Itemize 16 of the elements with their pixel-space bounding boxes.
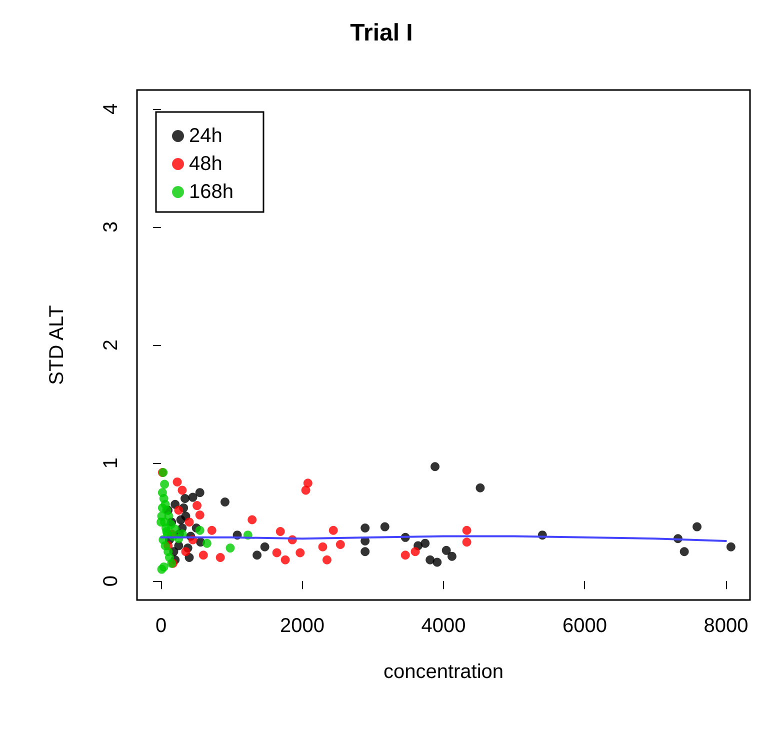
y-tick-label: 2 [100, 339, 122, 351]
y-tick-label: 3 [100, 221, 122, 233]
legend-label: 48h [189, 153, 222, 175]
legend-label: 168h [189, 181, 234, 203]
legend-label: 24h [189, 125, 222, 147]
chart-title: Trial I [350, 20, 413, 46]
x-tick-label: 2000 [280, 615, 325, 637]
y-axis-title: STD ALT [46, 305, 68, 385]
x-axis-title: concentration [383, 661, 504, 683]
x-tick-label: 8000 [704, 615, 748, 637]
x-tick-label: 4000 [421, 615, 466, 637]
y-tick-label: 4 [100, 103, 122, 114]
y-tick-label: 0 [100, 576, 122, 587]
x-tick-label: 6000 [562, 615, 607, 637]
y-tick-label: 1 [100, 457, 122, 469]
x-tick-label: 0 [155, 615, 167, 637]
